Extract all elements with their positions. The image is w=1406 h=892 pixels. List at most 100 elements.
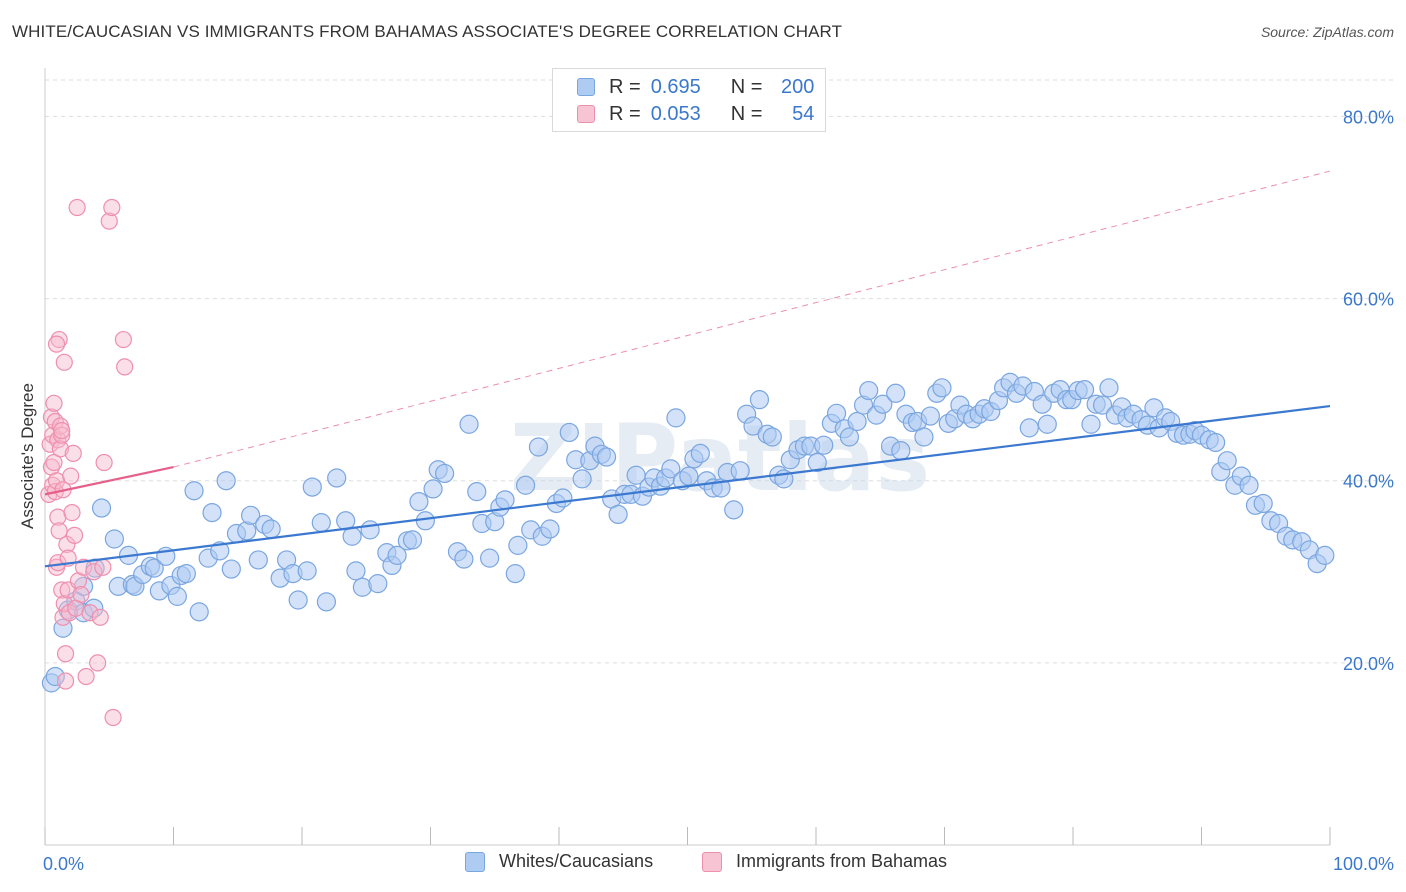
data-point-bahamas bbox=[45, 394, 63, 412]
data-point-bahamas bbox=[51, 440, 70, 458]
data-point-whites bbox=[346, 561, 366, 581]
data-point-whites bbox=[216, 471, 236, 491]
data-point-bahamas bbox=[64, 444, 82, 462]
data-point-whites bbox=[261, 519, 281, 539]
data-point-whites bbox=[241, 505, 261, 525]
bottom-legend-swatch-bahamas bbox=[702, 851, 722, 872]
data-point-bahamas bbox=[53, 581, 71, 599]
data-point-whites bbox=[459, 414, 479, 434]
data-point-whites bbox=[508, 535, 528, 555]
data-point-whites bbox=[45, 666, 65, 687]
y-tick-label: 20.0% bbox=[1343, 654, 1394, 674]
data-point-bahamas bbox=[89, 654, 107, 672]
legend: R = 0.695 N = 200 R = 0.053 N = 54 bbox=[552, 68, 826, 132]
trend-extension-bahamas bbox=[173, 170, 1331, 468]
bottom-legend-swatch-whites bbox=[465, 851, 485, 872]
data-point-whites bbox=[730, 461, 750, 481]
data-point-whites bbox=[360, 520, 380, 540]
data-point-whites bbox=[666, 408, 686, 428]
data-point-bahamas bbox=[53, 422, 71, 440]
data-point-whites bbox=[1217, 451, 1237, 471]
data-point-bahamas bbox=[85, 563, 103, 581]
data-point-bahamas bbox=[91, 608, 109, 626]
data-point-bahamas bbox=[104, 708, 122, 727]
data-point-bahamas bbox=[56, 672, 75, 690]
series-bahamas-points bbox=[40, 198, 134, 727]
data-point-bahamas bbox=[94, 558, 112, 576]
data-point-bahamas bbox=[65, 526, 84, 544]
legend-swatch-bahamas bbox=[577, 105, 595, 123]
data-point-bahamas bbox=[114, 330, 132, 349]
data-point-whites bbox=[288, 590, 308, 610]
data-point-bahamas bbox=[62, 467, 80, 485]
data-point-whites bbox=[540, 519, 560, 539]
data-point-whites bbox=[826, 403, 847, 423]
data-point-whites bbox=[316, 592, 337, 612]
data-point-bahamas bbox=[95, 453, 113, 472]
data-point-whites bbox=[402, 530, 423, 550]
legend-row-bahamas: R = 0.053 N = 54 bbox=[577, 101, 814, 127]
data-point-bahamas bbox=[53, 426, 71, 444]
data-point-whites bbox=[1099, 378, 1119, 398]
data-point-whites bbox=[596, 447, 617, 467]
data-point-whites bbox=[423, 479, 443, 499]
data-point-whites bbox=[210, 541, 230, 561]
data-point-whites bbox=[724, 500, 744, 520]
trend-line-whites bbox=[44, 404, 1331, 568]
data-point-whites bbox=[1206, 432, 1226, 453]
data-point-bahamas bbox=[68, 198, 86, 217]
legend-r-label: R = bbox=[609, 75, 641, 98]
data-point-whites bbox=[167, 586, 187, 606]
data-point-whites bbox=[302, 477, 322, 497]
data-point-whites bbox=[144, 558, 164, 578]
data-point-whites bbox=[1037, 414, 1057, 434]
data-point-whites bbox=[1092, 395, 1113, 415]
y-tick-label: 40.0% bbox=[1343, 472, 1394, 492]
data-point-whites bbox=[342, 526, 362, 546]
data-point-whites bbox=[749, 390, 770, 410]
data-point-whites bbox=[873, 394, 893, 414]
legend-n-value: 54 bbox=[792, 102, 815, 125]
legend-row-whites: R = 0.695 N = 200 bbox=[577, 74, 814, 100]
data-point-whites bbox=[184, 481, 204, 501]
data-point-whites bbox=[515, 475, 536, 495]
data-point-whites bbox=[690, 443, 710, 463]
data-point-whites bbox=[505, 564, 525, 584]
data-point-whites bbox=[495, 490, 515, 510]
y-tick-labels: 20.0% 40.0% 60.0% 80.0% bbox=[1343, 107, 1394, 673]
data-point-whites bbox=[679, 466, 699, 486]
data-point-whites bbox=[415, 511, 435, 531]
data-point-whites bbox=[297, 561, 317, 581]
data-point-whites bbox=[387, 545, 407, 565]
bottom-legend-whites: Whites/Caucasians bbox=[465, 851, 653, 872]
data-point-whites bbox=[1019, 418, 1039, 438]
data-point-whites bbox=[327, 468, 347, 488]
data-point-whites bbox=[248, 550, 268, 570]
data-point-whites bbox=[572, 469, 592, 489]
data-point-bahamas bbox=[77, 667, 95, 686]
legend-r-label: R = bbox=[609, 102, 641, 125]
data-point-whites bbox=[839, 427, 860, 447]
data-point-whites bbox=[914, 427, 934, 447]
source-label: Source: ZipAtlas.com bbox=[1260, 24, 1394, 40]
data-point-whites bbox=[202, 502, 222, 523]
data-point-bahamas bbox=[100, 212, 118, 230]
trend-lines bbox=[44, 170, 1331, 568]
data-point-whites bbox=[661, 459, 681, 479]
data-point-bahamas bbox=[72, 585, 90, 604]
data-point-whites bbox=[104, 529, 124, 549]
data-point-whites bbox=[891, 441, 911, 461]
data-point-whites bbox=[91, 498, 112, 518]
gridlines bbox=[45, 79, 1394, 664]
data-point-bahamas bbox=[47, 335, 66, 353]
data-point-bahamas bbox=[81, 604, 99, 622]
data-point-whites bbox=[608, 504, 628, 525]
y-tick-label: 80.0% bbox=[1343, 107, 1394, 127]
data-point-bahamas bbox=[103, 198, 121, 217]
data-point-whites bbox=[1074, 380, 1095, 400]
legend-r-value: 0.053 bbox=[650, 102, 701, 125]
y-axis-label: Associate's Degree bbox=[18, 383, 37, 529]
bottom-legend-label-bahamas: Immigrants from Bahamas bbox=[736, 851, 948, 871]
x-tick-label-max: 100.0% bbox=[1333, 854, 1394, 874]
data-point-whites bbox=[920, 406, 940, 426]
